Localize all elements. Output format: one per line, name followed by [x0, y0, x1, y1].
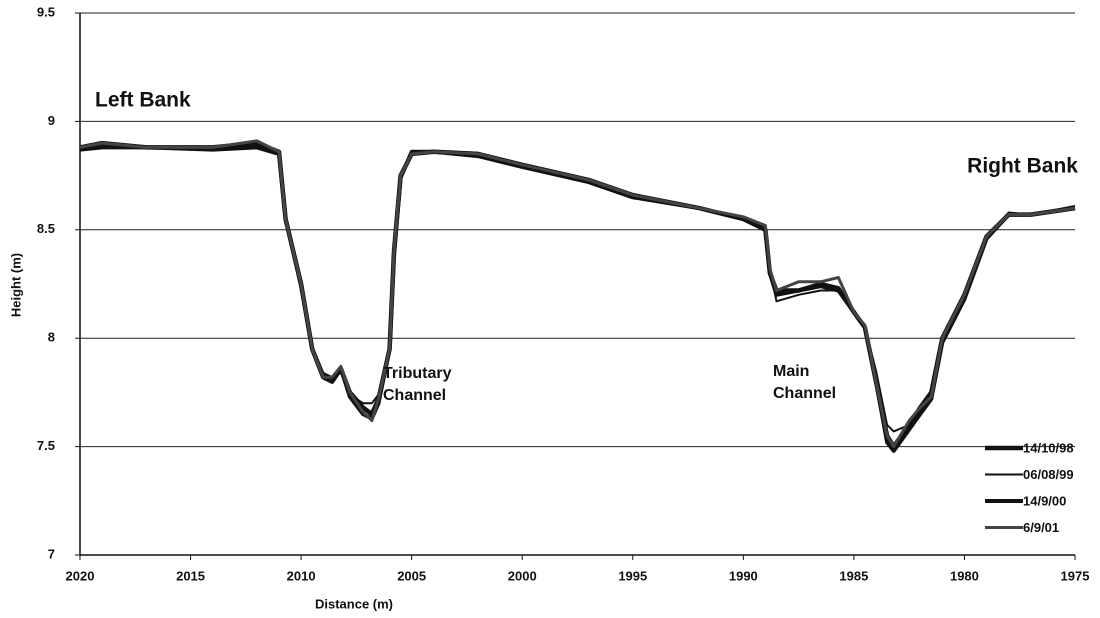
legend-label: 14/9/00 [1023, 493, 1066, 508]
annotation: Main [773, 363, 809, 380]
series-line [79, 139, 1076, 449]
x-tick-label: 2020 [66, 568, 95, 583]
x-tick-label: 2005 [397, 568, 426, 583]
annotation: Left Bank [95, 89, 191, 112]
y-tick-label: 8 [48, 330, 55, 345]
x-axis-title: Distance (m) [315, 596, 393, 611]
legend-label: 6/9/01 [1023, 520, 1059, 535]
legend-label: 06/08/99 [1023, 467, 1074, 482]
y-tick-label: 9 [48, 113, 55, 128]
y-tick-label: 7 [48, 546, 55, 561]
x-tick-label: 1990 [729, 568, 758, 583]
x-tick-label: 2000 [508, 568, 537, 583]
x-tick-label: 1985 [839, 568, 868, 583]
annotation: Channel [383, 387, 446, 404]
series-line [79, 144, 1076, 433]
x-tick-label: 2015 [176, 568, 205, 583]
annotation: Right Bank [967, 155, 1078, 178]
y-tick-label: 8.5 [37, 221, 55, 236]
x-tick-label: 1980 [950, 568, 979, 583]
annotation: Tributary [383, 365, 452, 382]
legend-label: 14/10/98 [1023, 440, 1074, 455]
y-tick-label: 7.5 [37, 438, 55, 453]
x-tick-label: 2010 [287, 568, 316, 583]
annotation: Channel [773, 385, 836, 402]
y-axis-title: Height (m) [8, 253, 23, 317]
x-tick-label: 1975 [1061, 568, 1090, 583]
series-line [79, 145, 1076, 453]
x-tick-label: 1995 [618, 568, 647, 583]
y-tick-label: 9.5 [37, 4, 55, 19]
